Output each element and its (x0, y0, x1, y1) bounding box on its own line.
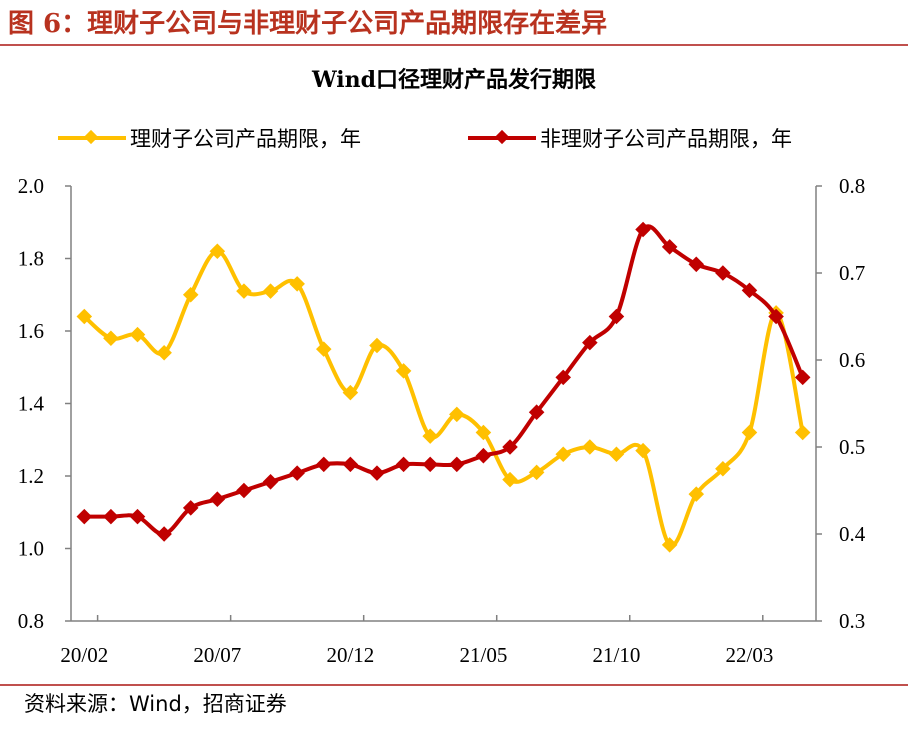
left-axis-tick-label: 1.0 (18, 537, 44, 561)
data-point-non (635, 221, 651, 238)
data-point-non (794, 369, 811, 386)
data-point-wmc (794, 424, 811, 441)
data-point-non (262, 474, 279, 490)
chart-title: Wind口径理财产品发行期限 (311, 67, 597, 93)
right-axis-tick-label: 0.5 (839, 435, 865, 459)
data-point-wmc (608, 446, 625, 463)
data-point-non (422, 456, 438, 473)
right-axis-tick-label: 0.3 (839, 609, 865, 633)
data-point-non (715, 265, 731, 281)
legend: 理财子公司产品期限，年 非理财子公司产品期限，年 (58, 127, 792, 151)
data-point-non (369, 465, 385, 481)
legend-label-wmc: 理财子公司产品期限，年 (130, 127, 361, 151)
data-point-non (342, 456, 359, 473)
data-point-non (209, 491, 226, 507)
data-point-non (688, 256, 705, 273)
axes: 0.8 1.0 1.2 1.4 1.6 1.8 2.0 0.3 0.4 0.5 0.6 0.7 0.8 2… (18, 174, 866, 667)
right-axis-tick-label: 0.8 (839, 174, 865, 198)
data-point-wmc (182, 286, 199, 303)
data-point-non (475, 447, 492, 464)
legend-marker-non (494, 129, 510, 145)
data-point-non (129, 508, 146, 525)
data-point-non (608, 308, 625, 325)
left-axis-tick-label: 1.8 (18, 247, 44, 271)
data-point-wmc (262, 283, 279, 299)
data-point-non (103, 508, 119, 525)
data-point-non (395, 456, 412, 473)
source-note: 资料来源：Wind，招商证券 (24, 692, 287, 716)
data-point-wmc (315, 341, 332, 357)
left-axis-tick-label: 1.4 (18, 392, 45, 416)
data-point-non (182, 500, 199, 516)
data-point-non (289, 465, 305, 481)
data-point-wmc (661, 537, 678, 553)
right-axis-tick-label: 0.4 (839, 522, 866, 546)
data-point-wmc (582, 439, 598, 455)
left-axis-tick-label: 1.2 (18, 464, 44, 488)
left-axis-tick-label: 0.8 (18, 609, 44, 633)
data-point-wmc (209, 243, 226, 260)
data-point-wmc (741, 424, 758, 441)
x-axis-tick-label: 20/12 (326, 643, 374, 667)
data-point-wmc (103, 330, 119, 347)
title-divider (0, 44, 908, 46)
right-axis-tick-label: 0.7 (839, 261, 865, 285)
x-axis-tick-label: 20/02 (60, 643, 108, 667)
data-point-wmc (156, 344, 172, 361)
data-point-non (449, 456, 465, 473)
series-layer (76, 221, 811, 553)
legend-marker-wmc (83, 129, 99, 145)
data-point-wmc (236, 283, 252, 299)
x-axis-tick-label: 22/03 (726, 643, 774, 667)
left-axis-tick-label: 2.0 (18, 174, 44, 198)
data-point-non (156, 526, 172, 542)
left-axis-tick-label: 1.6 (18, 319, 44, 343)
data-point-non (315, 456, 332, 473)
legend-label-non: 非理财子公司产品期限，年 (540, 127, 792, 151)
x-axis-tick-label: 21/10 (593, 643, 641, 667)
data-point-non (76, 508, 93, 525)
source-divider (0, 684, 908, 686)
data-point-non (661, 239, 678, 255)
x-axis-tick-label: 20/07 (193, 643, 241, 667)
x-axis-tick-label: 21/05 (459, 643, 507, 667)
figure-title: 图 6：理财子公司与非理财子公司产品期限存在差异 (8, 9, 608, 39)
data-point-non (236, 482, 252, 499)
series-line-non (84, 224, 805, 536)
right-axis-tick-label: 0.6 (839, 348, 865, 372)
data-point-wmc (129, 326, 146, 343)
